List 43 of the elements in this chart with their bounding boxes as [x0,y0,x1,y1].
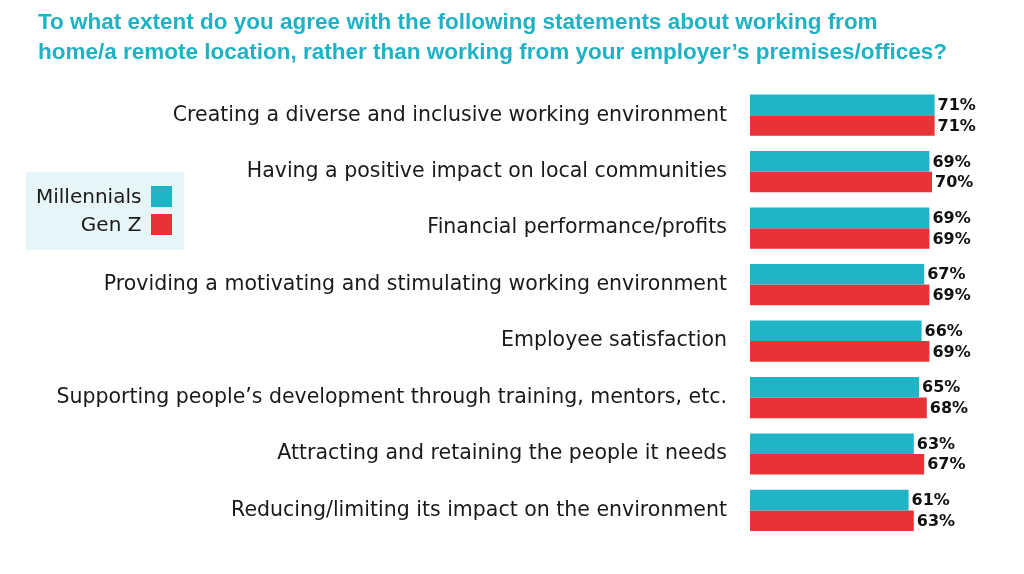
bar [750,320,922,342]
text: To what extent do you agree with the following statements about working from home/a remote location, rather than working from your employer’s premises/offices? [38,8,948,66]
data-label: 67% [927,264,966,284]
data-label: 70% [935,172,974,192]
bar [750,376,919,398]
data-label: 61% [911,490,950,510]
bar [750,489,909,511]
y-tick-label: Having a positive impact on local communities [246,158,727,183]
data-label: 68% [929,398,969,417]
bar [750,284,930,306]
bar [750,94,935,116]
y-tick-label: Reducing/limiting its impact on the environment [231,496,727,521]
data-label: 69% [932,151,971,171]
bar [750,433,914,455]
legend-label: Millennials [36,184,142,208]
y-tick-label: Supporting people’s development through training, mentors, etc. [56,383,727,408]
data-label: 63% [916,510,956,530]
y-tick-label: Financial performance/profits [427,214,727,239]
bar [750,171,932,193]
data-label: 69% [932,208,971,228]
data-label: 63% [916,433,956,453]
bar [750,151,930,172]
data-label: 69% [932,285,971,305]
data-label: 67% [927,454,966,474]
bar [750,115,935,136]
bar [750,510,914,532]
bar [750,397,927,419]
y-tick-label: Employee satisfaction [500,327,727,352]
bar [750,341,930,362]
bar [750,264,925,285]
y-tick-label: Providing a motivating and stimulating working environment [103,270,727,295]
data-label: 69% [932,341,971,361]
y-tick-label: Attracting and retaining the people it needs [277,440,727,465]
data-label: 71% [937,115,976,135]
data-label: 69% [932,228,971,248]
data-label: 66% [924,320,963,340]
data-label: 71% [937,95,976,115]
data-label: 65% [922,377,961,397]
y-tick-label: Creating a diverse and inclusive working environment [172,101,727,126]
bar [750,207,930,229]
bar [750,228,930,249]
bar [750,454,925,475]
legend-label: Gen Z [80,212,142,236]
